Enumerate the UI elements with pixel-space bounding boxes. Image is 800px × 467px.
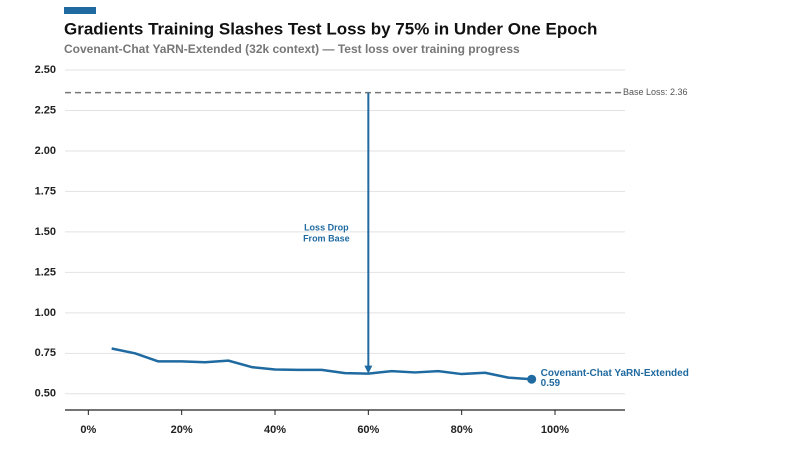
y-tick-label: 1.75 xyxy=(35,185,56,197)
annotation-text: Loss Drop xyxy=(304,222,349,232)
x-tick-label: 20% xyxy=(171,424,193,436)
y-tick-label: 0.50 xyxy=(35,388,56,400)
x-tick-label: 80% xyxy=(451,424,473,436)
accent-bar xyxy=(64,7,96,14)
end-point xyxy=(527,374,537,384)
arrow-head xyxy=(364,365,373,374)
annotation-text: From Base xyxy=(303,233,350,243)
x-tick-label: 60% xyxy=(357,424,379,436)
y-tick-label: 2.00 xyxy=(35,145,56,157)
y-tick-label: 1.25 xyxy=(35,266,56,278)
x-tick-label: 100% xyxy=(541,424,569,436)
value-label: 0.59 xyxy=(541,378,561,389)
y-tick-label: 0.75 xyxy=(35,347,56,359)
y-tick-label: 1.50 xyxy=(35,226,56,238)
chart-subtitle: Covenant-Chat YaRN-Extended (32k context… xyxy=(64,42,520,56)
chart-title: Gradients Training Slashes Test Loss by … xyxy=(64,19,597,38)
y-tick-label: 2.50 xyxy=(35,64,56,76)
x-tick-label: 40% xyxy=(264,424,286,436)
x-tick-label: 0% xyxy=(80,424,96,436)
y-tick-label: 2.25 xyxy=(35,104,56,116)
y-tick-label: 1.00 xyxy=(35,307,56,319)
series-label: Covenant-Chat YaRN-Extended xyxy=(541,368,689,379)
reference-label: Base Loss: 2.36 xyxy=(623,87,688,97)
line-series xyxy=(111,347,532,381)
